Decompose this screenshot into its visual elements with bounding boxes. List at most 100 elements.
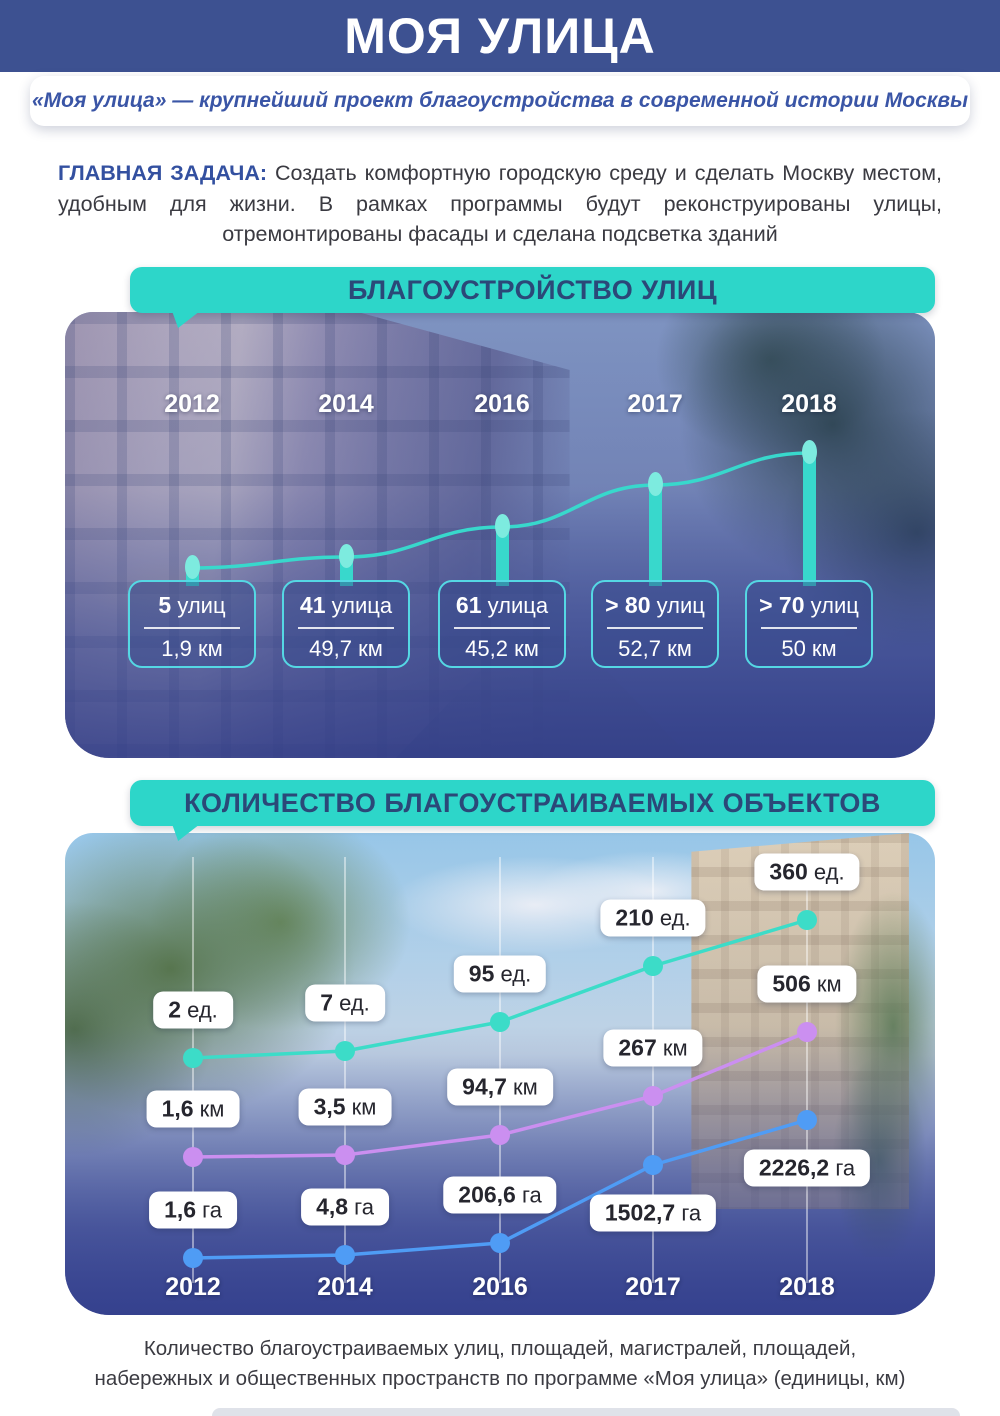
divider-line (607, 627, 703, 629)
data-label-unit: км (345, 1094, 377, 1120)
data-label-unit: ед. (653, 905, 691, 931)
street-value-box: > 70 улиц 50 км (745, 580, 873, 668)
data-label-unit: га (675, 1200, 702, 1226)
chart-caption: Количество благоустраиваемых улиц, площа… (0, 1334, 1000, 1393)
series-dot (643, 956, 663, 976)
data-label-pill: 506 км (757, 965, 857, 1003)
series-dot (335, 1041, 355, 1061)
data-label-pill: 7 ед. (305, 984, 385, 1022)
subtitle-text: «Моя улица» — крупнейший проект благоуст… (31, 89, 969, 112)
data-label-unit: га (196, 1197, 222, 1223)
data-label-unit: ед. (180, 997, 218, 1023)
series-dot (797, 1110, 817, 1130)
street-count-label: > 80 улиц (593, 592, 717, 619)
series-dot (335, 1145, 355, 1165)
street-count-label: 41 улица (284, 592, 408, 619)
series-dot (183, 1147, 203, 1167)
street-count-number: 41 (299, 592, 326, 618)
divider-line (298, 627, 394, 629)
street-count-number: > 70 (759, 592, 805, 618)
street-count-unit: улиц (650, 593, 705, 618)
street-bar-cap (647, 472, 663, 496)
data-label-number: 7 (320, 989, 333, 1016)
main-task-paragraph: ГЛАВНАЯ ЗАДАЧА: Создать комфортную город… (58, 158, 942, 250)
section-banner-streets-text: БЛАГОУСТРОЙСТВО УЛИЦ (347, 274, 718, 305)
street-bar (648, 483, 662, 586)
street-bar-cap (494, 514, 510, 538)
street-count-label: 5 улиц (130, 592, 254, 619)
year-label: 2018 (781, 390, 837, 418)
street-count-number: 5 (158, 592, 172, 618)
series-dot (490, 1012, 510, 1032)
series-dot (183, 1048, 203, 1068)
year-label: 2016 (472, 1273, 528, 1301)
subtitle-banner-tail (74, 124, 120, 151)
street-value-box: 61 улица 45,2 км (438, 580, 566, 668)
street-count-number: > 80 (605, 592, 651, 618)
section-banner-streets: БЛАГОУСТРОЙСТВО УЛИЦ (130, 267, 935, 313)
data-label-unit: км (506, 1074, 538, 1100)
series-dot (643, 1086, 663, 1106)
series-dot (797, 1022, 817, 1042)
data-label-pill: 4,8 га (301, 1188, 389, 1226)
data-label-pill: 360 ед. (754, 853, 860, 891)
street-length-label: 52,7 км (618, 636, 692, 661)
street-value-box: 5 улиц 1,9 км (128, 580, 256, 668)
data-label-number: 94,7 (462, 1073, 507, 1100)
data-label-number: 2226,2 (758, 1154, 830, 1181)
data-label-number: 360 (769, 858, 808, 885)
task-label: ГЛАВНАЯ ЗАДАЧА: (58, 161, 268, 185)
street-bar-cap (338, 544, 354, 568)
data-label-pill: 1502,7 га (589, 1194, 717, 1232)
street-count-label: > 70 улиц (747, 592, 871, 619)
series-dot (797, 910, 817, 930)
next-card-edge (212, 1408, 960, 1416)
data-label-unit: га (829, 1155, 856, 1181)
page-header: МОЯ УЛИЦА (0, 0, 1000, 72)
data-label-unit: га (348, 1194, 374, 1220)
data-label-number: 2 (168, 996, 181, 1023)
chart-caption-line1: Количество благоустраиваемых улиц, площа… (143, 1337, 857, 1360)
data-label-pill: 2 ед. (153, 991, 233, 1029)
data-label-unit: км (193, 1096, 225, 1122)
data-label-number: 1,6 (164, 1196, 197, 1223)
objects-photo-card: 2 ед. 7 ед. 95 ед. 210 ед. 360 ед. 1,6 км 3,5 … (65, 833, 935, 1315)
data-label-number: 3,5 (313, 1093, 346, 1120)
street-length-label: 49,7 км (309, 636, 383, 661)
street-count-unit: улиц (171, 593, 226, 618)
street-length-label: 1,9 км (161, 636, 223, 661)
street-count-unit: улица (325, 593, 393, 618)
data-label-unit: км (810, 971, 842, 997)
series-dot (643, 1155, 663, 1175)
street-value-box: 41 улица 49,7 км (282, 580, 410, 668)
series-dot (335, 1245, 355, 1265)
series-dot (490, 1125, 510, 1145)
street-bar (495, 525, 509, 586)
divider-line (454, 627, 550, 629)
street-count-unit: улица (481, 593, 549, 618)
data-label-number: 506 (772, 970, 811, 997)
streets-photo-card: 2012 2014 2016 2017 2018 5 улиц 1,9 км 41 улица… (65, 312, 935, 758)
street-length-label: 50 км (781, 636, 837, 661)
data-label-number: 1,6 (161, 1095, 194, 1122)
year-label: 2017 (625, 1273, 681, 1301)
street-count-label: 61 улица (440, 592, 564, 619)
data-label-number: 267 (618, 1034, 657, 1061)
data-label-pill: 95 ед. (453, 955, 547, 993)
year-label: 2012 (164, 390, 220, 418)
street-value-box: > 80 улиц 52,7 км (591, 580, 719, 668)
streets-bar-chart: 2012 2014 2016 2017 2018 5 улиц 1,9 км 41 улица… (65, 312, 935, 758)
section-banner-objects-text: КОЛИЧЕСТВО БЛАГОУСТРАИВАЕМЫХ ОБЪЕКТОВ (184, 787, 881, 818)
data-label-unit: ед. (807, 859, 845, 885)
data-label-pill: 210 ед. (600, 899, 706, 937)
street-length-label: 45,2 км (465, 636, 539, 661)
data-label-pill: 206,6 га (443, 1176, 557, 1214)
street-count-unit: улиц (804, 593, 859, 618)
data-label-unit: ед. (332, 990, 370, 1016)
data-label-pill: 267 км (603, 1029, 703, 1067)
data-label-number: 206,6 (458, 1181, 516, 1208)
data-label-number: 4,8 (316, 1193, 349, 1220)
year-label: 2018 (779, 1273, 835, 1301)
data-label-pill: 2226,2 га (743, 1149, 871, 1187)
data-label-pill: 3,5 км (298, 1088, 392, 1126)
